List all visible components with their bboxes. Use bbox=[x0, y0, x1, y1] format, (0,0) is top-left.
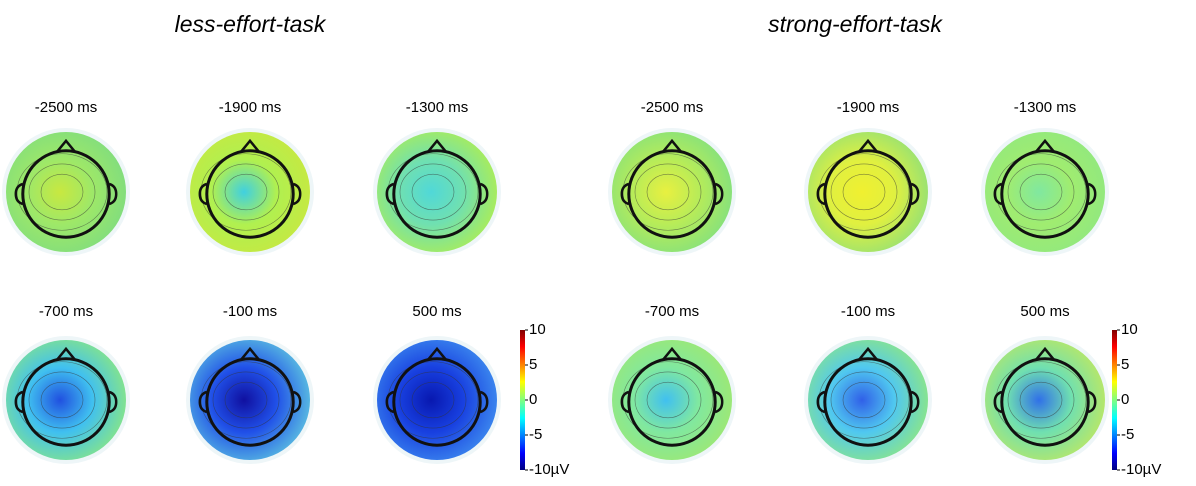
contour bbox=[28, 371, 96, 429]
colorbar-tick-label: -5 bbox=[529, 426, 542, 443]
ear bbox=[910, 182, 920, 206]
nose bbox=[240, 346, 260, 361]
contour bbox=[634, 371, 702, 429]
head bbox=[21, 357, 111, 447]
nose bbox=[662, 346, 682, 361]
ear bbox=[108, 390, 118, 414]
map-label: -1900 ms bbox=[837, 99, 900, 116]
ear bbox=[1087, 390, 1097, 414]
ear bbox=[910, 390, 920, 414]
ear bbox=[479, 182, 489, 206]
colorbar bbox=[520, 330, 525, 470]
nose bbox=[427, 138, 447, 153]
nose bbox=[858, 138, 878, 153]
ear bbox=[14, 390, 24, 414]
nose bbox=[56, 138, 76, 153]
ear bbox=[198, 182, 208, 206]
contour bbox=[40, 173, 84, 211]
map-label: -1300 ms bbox=[406, 99, 469, 116]
contour bbox=[411, 381, 455, 419]
nose bbox=[662, 138, 682, 153]
contour bbox=[212, 371, 280, 429]
head bbox=[205, 149, 295, 239]
colorbar-tick-label: -10µV bbox=[1121, 461, 1161, 478]
contour bbox=[399, 163, 467, 221]
ear bbox=[714, 390, 724, 414]
head bbox=[1000, 357, 1090, 447]
colorbar bbox=[1112, 330, 1117, 470]
contour bbox=[830, 163, 898, 221]
contour bbox=[40, 381, 84, 419]
map-label: -1900 ms bbox=[219, 99, 282, 116]
colorbar-tick-label: 10 bbox=[1121, 321, 1138, 338]
ear bbox=[292, 390, 302, 414]
colorbar-tick-label: 5 bbox=[1121, 356, 1129, 373]
panel-title: strong-effort-task bbox=[768, 11, 943, 37]
map-label: -2500 ms bbox=[641, 99, 704, 116]
contour bbox=[1007, 163, 1075, 221]
head bbox=[823, 149, 913, 239]
ear bbox=[993, 390, 1003, 414]
ear bbox=[993, 182, 1003, 206]
map-label: 500 ms bbox=[412, 303, 461, 320]
ear bbox=[816, 390, 826, 414]
contour bbox=[411, 173, 455, 211]
contour bbox=[634, 163, 702, 221]
map-label: -700 ms bbox=[39, 303, 93, 320]
head bbox=[21, 149, 111, 239]
contour bbox=[646, 381, 690, 419]
head bbox=[627, 149, 717, 239]
contour bbox=[224, 173, 268, 211]
ear bbox=[385, 182, 395, 206]
contour bbox=[830, 371, 898, 429]
map-label: -700 ms bbox=[645, 303, 699, 320]
colorbar-tick-label: 0 bbox=[1121, 391, 1129, 408]
contour bbox=[1019, 173, 1063, 211]
colorbar-tick-label: 0 bbox=[529, 391, 537, 408]
contour bbox=[1007, 371, 1075, 429]
nose bbox=[1035, 346, 1055, 361]
contour bbox=[28, 163, 96, 221]
ear bbox=[108, 182, 118, 206]
nose bbox=[240, 138, 260, 153]
nose bbox=[56, 346, 76, 361]
map-label: -2500 ms bbox=[35, 99, 98, 116]
ear bbox=[385, 390, 395, 414]
colorbar-tick-label: -10µV bbox=[529, 461, 569, 478]
nose bbox=[858, 346, 878, 361]
map-label: -100 ms bbox=[841, 303, 895, 320]
map-label: -1300 ms bbox=[1014, 99, 1077, 116]
contour bbox=[1019, 381, 1063, 419]
nose bbox=[427, 346, 447, 361]
colorbar-tick-label: 10 bbox=[529, 321, 546, 338]
contour bbox=[646, 173, 690, 211]
contour bbox=[842, 173, 886, 211]
ear bbox=[714, 182, 724, 206]
contour bbox=[224, 381, 268, 419]
ear bbox=[292, 182, 302, 206]
colorbar-tick-label: 5 bbox=[529, 356, 537, 373]
head bbox=[823, 357, 913, 447]
ear bbox=[479, 390, 489, 414]
panel-title: less-effort-task bbox=[175, 11, 327, 37]
contour bbox=[399, 371, 467, 429]
head bbox=[392, 357, 482, 447]
ear bbox=[620, 390, 630, 414]
contour bbox=[212, 163, 280, 221]
map-label: 500 ms bbox=[1020, 303, 1069, 320]
head bbox=[627, 357, 717, 447]
nose bbox=[1035, 138, 1055, 153]
head bbox=[205, 357, 295, 447]
ear bbox=[1087, 182, 1097, 206]
colorbar-tick-label: -5 bbox=[1121, 426, 1134, 443]
ear bbox=[816, 182, 826, 206]
contour bbox=[842, 381, 886, 419]
ear bbox=[14, 182, 24, 206]
ear bbox=[620, 182, 630, 206]
ear bbox=[198, 390, 208, 414]
map-label: -100 ms bbox=[223, 303, 277, 320]
head bbox=[1000, 149, 1090, 239]
head bbox=[392, 149, 482, 239]
